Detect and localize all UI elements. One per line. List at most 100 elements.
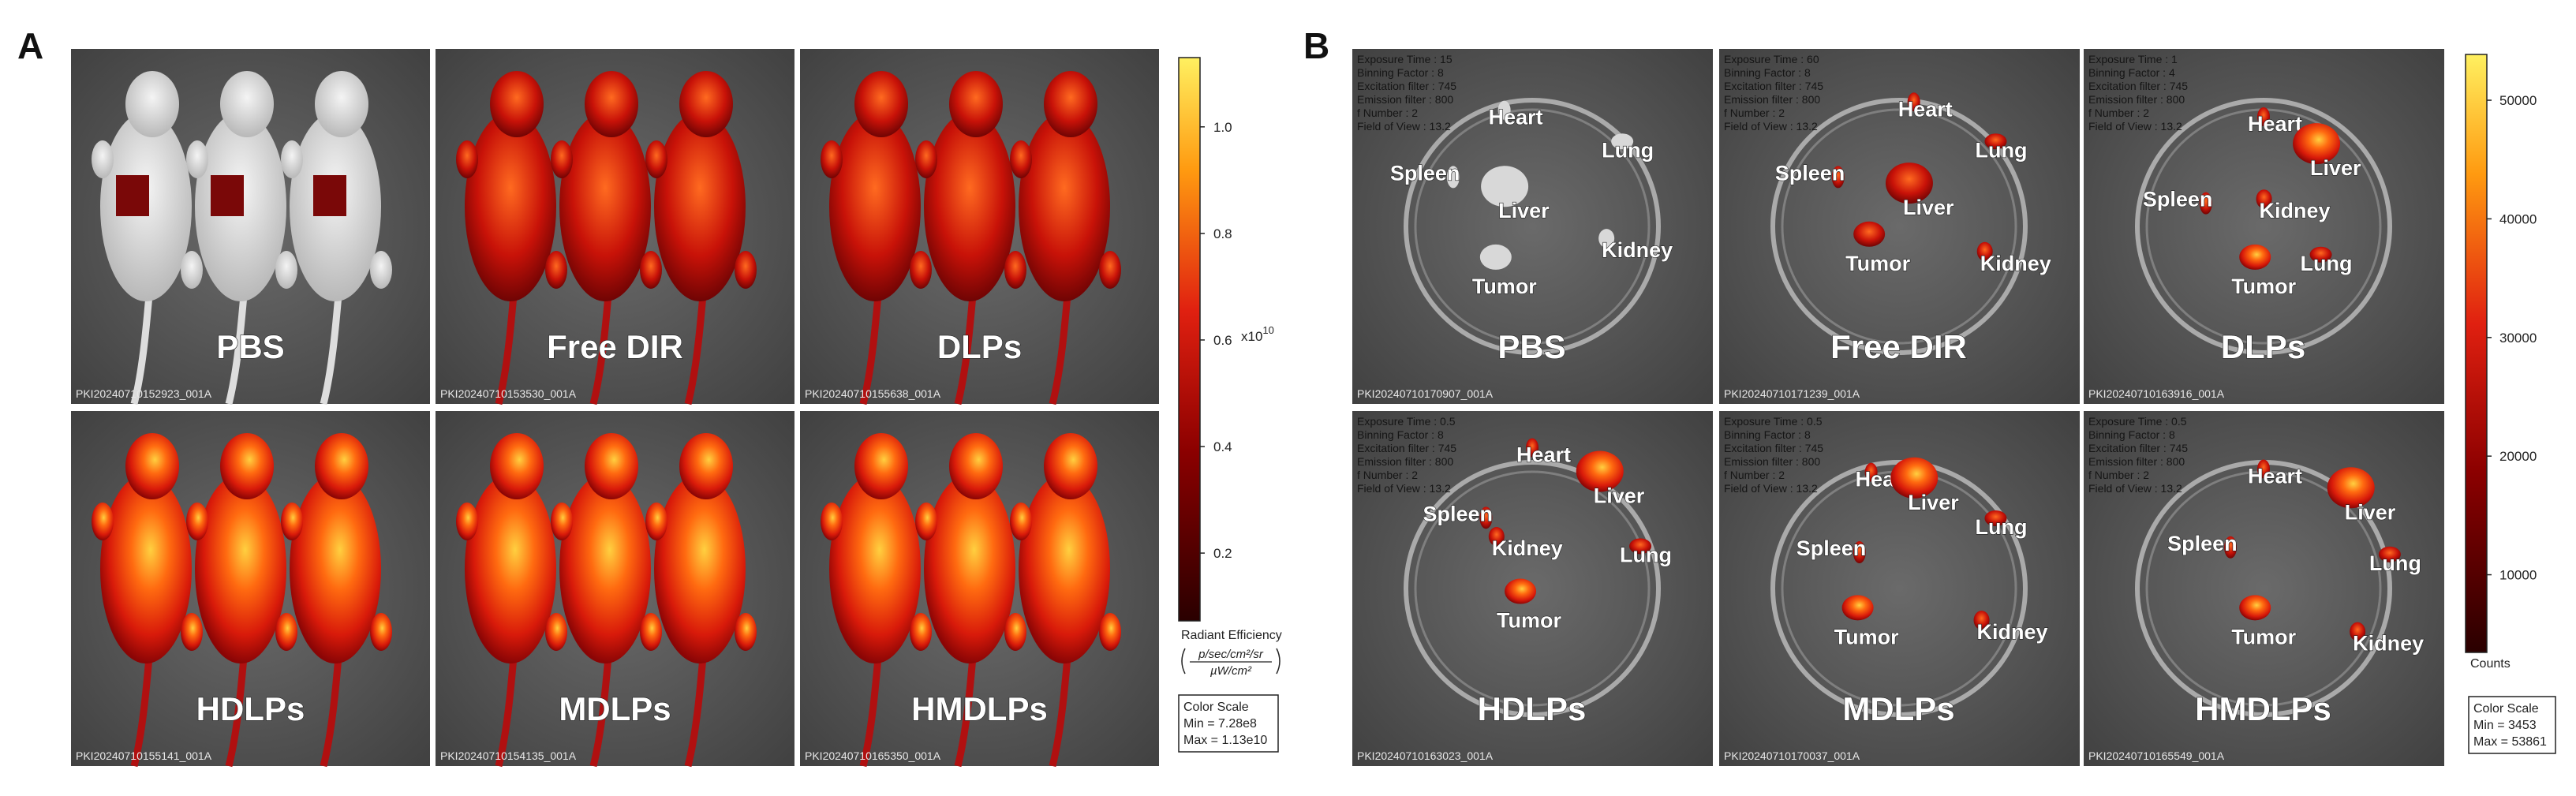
- color-scale-title: Color Scale: [1183, 701, 1249, 714]
- image-panel: Heart Liver Spleen Kidney Lung Tumor Exposure …: [1352, 411, 1713, 766]
- acquisition-info: Emission filter : 800: [1724, 455, 1820, 468]
- organ: [1841, 595, 1874, 621]
- image-title: DLPs: [937, 328, 1022, 365]
- mouse-body: [559, 474, 651, 663]
- organ: [2257, 459, 2270, 479]
- organ-label: Spleen: [1775, 161, 1845, 185]
- acquisition-info: Excitation filter : 745: [2088, 442, 2188, 454]
- mouse-head: [1044, 71, 1097, 137]
- color-scale-max: Max = 1.13e10: [1183, 734, 1267, 747]
- panel-letter: A: [17, 25, 43, 66]
- organ: [1831, 166, 1845, 189]
- mouse-leg: [181, 251, 203, 289]
- acquisition-info: Binning Factor : 4: [2088, 66, 2175, 79]
- organ: [1984, 510, 2007, 526]
- organ-label: Tumor: [1845, 252, 1910, 275]
- image-title: HDLPs: [1478, 690, 1587, 727]
- mouse-body: [829, 112, 921, 301]
- image-title: Free DIR: [1830, 328, 1967, 365]
- organ: [1598, 229, 1615, 249]
- mouse-leg: [181, 613, 203, 651]
- organ: [1526, 438, 1538, 458]
- mouse-leg: [1010, 503, 1032, 540]
- petri-dish: [1404, 460, 1661, 717]
- image-title: HMDLPs: [911, 690, 1048, 727]
- organ: [2350, 622, 2366, 641]
- mouse-body: [1019, 474, 1110, 663]
- acquisition-info: f Number : 2: [2088, 107, 2149, 119]
- color-scale-box: [2468, 696, 2556, 754]
- unit-denominator: µW/cm²: [1210, 664, 1252, 678]
- image-panel: Heart Lung Spleen Liver Tumor Kidney Exposure …: [1719, 49, 2080, 404]
- mouse-tail: [495, 647, 518, 768]
- organ: [1853, 541, 1866, 564]
- mouse-head: [949, 71, 1003, 137]
- mouse-leg: [92, 140, 114, 178]
- image-title: Free DIR: [547, 328, 683, 365]
- exponent-base: x10: [1241, 329, 1262, 344]
- mouse-leg: [275, 613, 297, 651]
- color-scale-box: [1178, 694, 1279, 753]
- organ: [2378, 546, 2401, 562]
- acquisition-info: f Number : 2: [1357, 469, 1418, 481]
- mouse-tail: [1049, 285, 1072, 405]
- mouse-leg: [910, 613, 932, 651]
- mouse-head: [949, 433, 1003, 499]
- mouse-leg: [186, 140, 208, 178]
- unit-parenthesis: [1181, 648, 1186, 675]
- colorbar-tick-label: 20000: [2499, 449, 2537, 464]
- mouse-leg: [915, 503, 937, 540]
- mouse-leg: [545, 251, 567, 289]
- petri-dish: [2135, 98, 2392, 355]
- file-id: PKI20240710163916_001A: [2088, 387, 2225, 400]
- file-id: PKI20240710171239_001A: [1724, 387, 1860, 400]
- acquisition-info: Binning Factor : 8: [1724, 428, 1811, 441]
- image-background: [1352, 49, 1713, 404]
- mouse-leg: [645, 503, 667, 540]
- acquisition-info: Excitation filter : 745: [1724, 80, 1823, 92]
- mouse-leg: [1004, 251, 1026, 289]
- organ: [1864, 462, 1878, 482]
- unit-parenthesis: [1276, 648, 1281, 675]
- mouse-tail: [954, 647, 978, 768]
- mouse-leg: [92, 503, 114, 540]
- acquisition-info: Binning Factor : 8: [1357, 428, 1444, 441]
- mouse-leg: [915, 140, 937, 178]
- organ-label: Spleen: [1390, 161, 1460, 185]
- organ-label: Heart: [2248, 465, 2302, 488]
- petri-dish-rim: [1414, 470, 1651, 707]
- organ-label: Tumor: [2231, 275, 2296, 298]
- image-panel: HDLPs PKI20240710155141_001A: [71, 411, 430, 768]
- mouse-leg: [551, 503, 573, 540]
- mouse-leg: [551, 140, 573, 178]
- organ-label: Heart: [2248, 112, 2302, 136]
- acquisition-info: Binning Factor : 8: [1724, 66, 1811, 79]
- color-scale-title: Color Scale: [2473, 702, 2539, 716]
- image-panel: PBS PKI20240710152923_001A: [71, 49, 430, 405]
- organ-label: Spleen: [2143, 188, 2213, 211]
- organ-label: Liver: [2345, 500, 2396, 524]
- mouse-body: [1019, 112, 1110, 301]
- mouse-body: [290, 474, 381, 663]
- mouse-leg: [821, 140, 843, 178]
- acquisition-info: f Number : 2: [1724, 469, 1785, 481]
- acquisition-info: Field of View : 13.2: [1724, 482, 1818, 495]
- file-id: PKI20240710170907_001A: [1357, 387, 1494, 400]
- mouse-leg: [275, 251, 297, 289]
- acquisition-info: f Number : 2: [1724, 107, 1785, 119]
- acquisition-info: Emission filter : 800: [2088, 455, 2185, 468]
- acquisition-info: Emission filter : 800: [1357, 93, 1453, 106]
- mouse-tail: [1049, 647, 1072, 768]
- colorbar-title: Radiant Efficiency: [1181, 629, 1282, 642]
- organ: [1576, 450, 1624, 492]
- acquisition-info: Excitation filter : 745: [2088, 80, 2188, 92]
- file-id: PKI20240710154135_001A: [440, 749, 577, 762]
- organ-label: Heart: [1516, 443, 1571, 466]
- mouse-leg: [370, 613, 392, 651]
- mouse-leg: [910, 251, 932, 289]
- mouse-leg: [645, 140, 667, 178]
- image-title: PBS: [1497, 328, 1565, 365]
- colorbar-title: Counts: [2470, 657, 2511, 671]
